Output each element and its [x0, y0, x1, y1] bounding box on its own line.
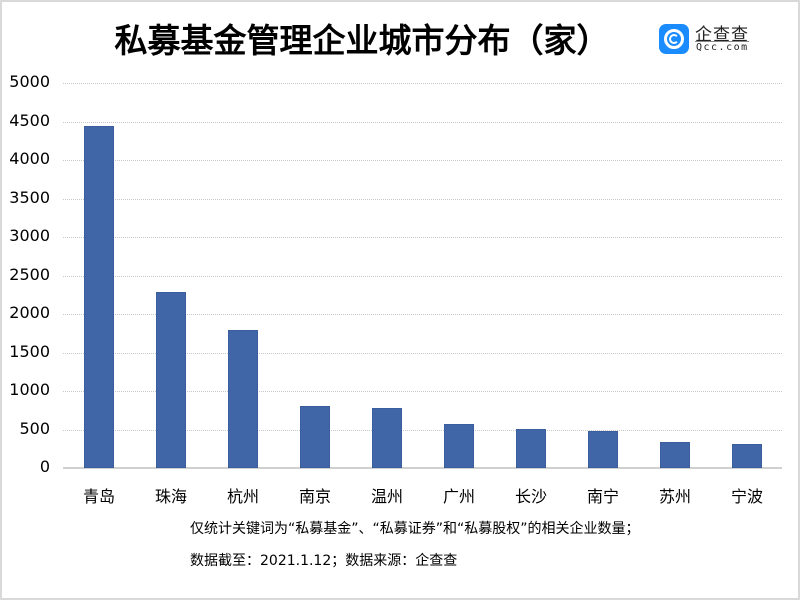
qcc-logo-icon [659, 24, 689, 54]
gridline [63, 121, 782, 123]
y-tick-label: 2000 [9, 303, 50, 322]
gridline [63, 198, 782, 200]
qcc-logo: 企查查 Qcc.com [659, 23, 769, 59]
x-tick-label: 珠海 [154, 487, 187, 506]
y-tick-label: 1500 [9, 341, 50, 361]
gridline [63, 314, 782, 315]
x-tick-label: 南宁 [586, 487, 619, 506]
logo-name-en: Qcc.com [696, 42, 749, 53]
footnote-source: 数据截至：2021.1.12；数据来源：企查查 [190, 553, 458, 569]
bar [516, 429, 546, 468]
bar [372, 407, 402, 468]
bar [156, 292, 186, 468]
chart-title: 私募基金管理企业城市分布（家） [0, 14, 800, 62]
x-tick-label: 广州 [442, 487, 475, 506]
bar [228, 330, 258, 468]
y-tick-label: 5000 [9, 72, 50, 91]
bar [444, 424, 474, 468]
bar [300, 406, 330, 468]
gridline [63, 160, 782, 161]
chart-title-text: 私募基金管理企业城市分布（家） [114, 21, 610, 60]
y-tick-label: 1000 [9, 380, 50, 399]
bar [588, 431, 618, 468]
y-tick-label: 500 [19, 418, 50, 438]
x-tick-label: 杭州 [226, 487, 259, 506]
bar [660, 442, 690, 468]
bar [84, 126, 114, 468]
x-tick-label: 南京 [298, 487, 331, 506]
x-tick-label: 苏州 [658, 487, 691, 506]
logo-name-cn: 企查查 [695, 25, 749, 45]
x-tick-label: 宁波 [730, 487, 763, 506]
y-tick-label: 4000 [9, 149, 50, 168]
footnote-scope: 仅统计关键词为“私募基金”、“私募证券”和“私募股权”的相关企业数量； [190, 521, 640, 537]
x-tick-label: 青岛 [82, 487, 115, 506]
gridline [63, 391, 782, 392]
bar [732, 444, 762, 468]
x-tick-label: 长沙 [514, 487, 547, 506]
y-tick-label: 3500 [9, 187, 50, 207]
y-tick-label: 2500 [9, 264, 50, 284]
gridline [63, 429, 782, 431]
x-axis-line [63, 467, 782, 469]
y-tick-label: 0 [39, 457, 50, 476]
gridline [63, 237, 782, 238]
y-tick-label: 4500 [9, 110, 50, 130]
gridline [63, 275, 782, 277]
gridline [63, 352, 782, 354]
x-tick-label: 温州 [370, 487, 403, 506]
y-tick-label: 3000 [9, 226, 50, 245]
gridline [63, 83, 782, 84]
